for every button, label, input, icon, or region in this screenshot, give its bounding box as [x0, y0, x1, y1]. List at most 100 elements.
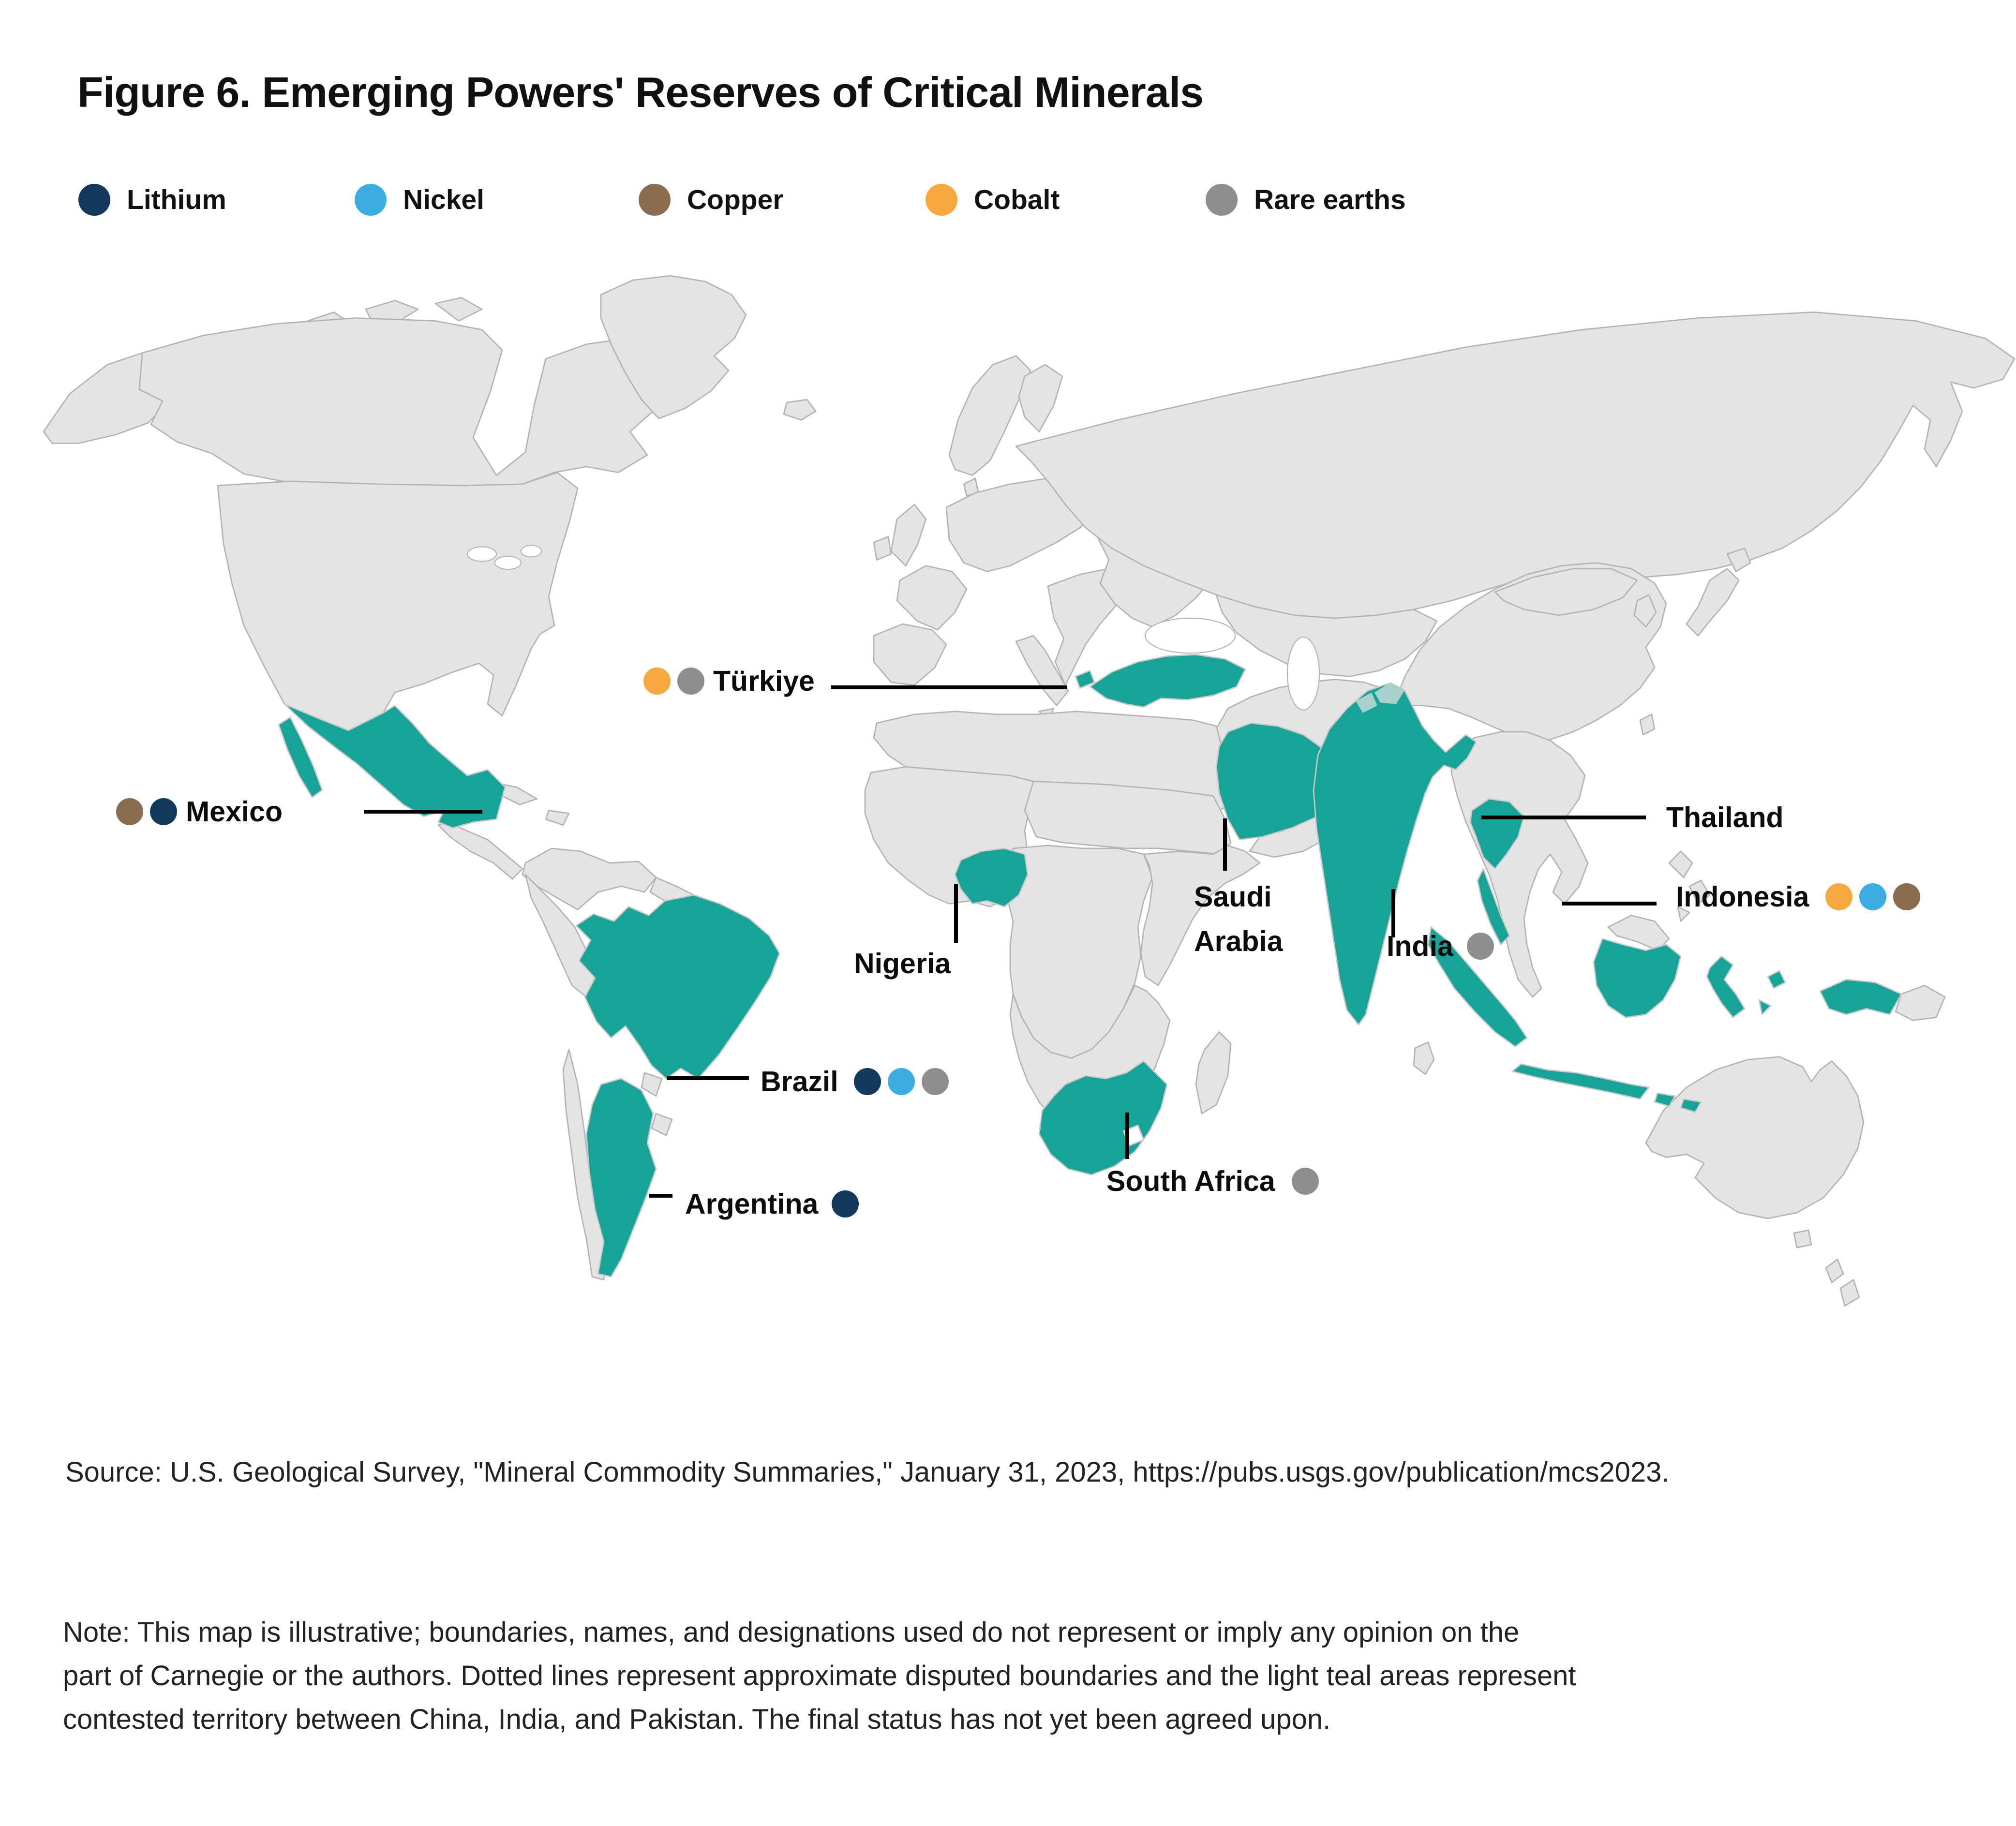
- map-country-turkiye: [1089, 653, 1246, 708]
- indonesia-mineral-dots: [1825, 883, 1921, 910]
- map-country-indonesia-maluku: [1767, 970, 1786, 989]
- note-line: Note: This map is illustrative; boundari…: [63, 1617, 1520, 1648]
- country-name: Mexico: [186, 796, 283, 828]
- map-region-hispaniola: [545, 810, 570, 826]
- map-region-usa: [217, 472, 579, 731]
- map-region-sri-lanka: [1413, 1041, 1435, 1075]
- legend-item-cobalt: Cobalt: [926, 184, 1060, 216]
- brazil-leader-line: [667, 1076, 749, 1080]
- map-region-colombia-venezuela: [522, 847, 657, 910]
- note-line: part of Carnegie or the authors. Dotted …: [63, 1660, 1576, 1692]
- map-region-new-zealand: [1825, 1259, 1844, 1283]
- country-name: India: [1387, 930, 1453, 962]
- map-country-argentina: [585, 1078, 657, 1277]
- country-name: Brazil: [761, 1066, 838, 1098]
- legend-item-rare-earths: Rare earths: [1206, 184, 1406, 216]
- world-map: [0, 268, 2016, 1449]
- map-region-australia: [1645, 1056, 1865, 1219]
- country-label-turkiye: Türkiye: [643, 665, 1067, 698]
- map-region-mongolia: [1494, 568, 1638, 616]
- country-name: Saudi: [1194, 881, 1272, 913]
- india-mineral-dots: [1466, 933, 1494, 960]
- map-region-france: [896, 565, 968, 631]
- lithium-legend-dot: [78, 184, 110, 216]
- map-region-scandinavia: [948, 355, 1031, 476]
- map-region-japan: [1686, 568, 1740, 637]
- south-africa-leader-line: [1125, 1113, 1129, 1159]
- country-name: Arabia: [1194, 925, 1283, 957]
- map-region-sahel: [1024, 780, 1232, 855]
- legend-item-copper: Copper: [639, 184, 784, 216]
- map-region-iberia: [873, 623, 947, 686]
- map-region-indochina: [1450, 731, 1589, 998]
- map-country-indonesia-java: [1511, 1063, 1650, 1100]
- map-region-taiwan: [1639, 713, 1656, 736]
- map-country-nigeria: [954, 847, 1029, 907]
- nickel-legend-dot: [355, 184, 387, 216]
- rare-earths-dot: [1291, 1168, 1319, 1195]
- map-region-korea: [1633, 594, 1657, 628]
- map-region-philippines: [1688, 879, 1711, 905]
- note-line: contested territory between China, India…: [63, 1704, 1331, 1735]
- black-sea: [1144, 617, 1236, 654]
- country-name: Indonesia: [1676, 881, 1809, 913]
- map-region-central-america: [437, 821, 523, 880]
- map-region-chile: [562, 1049, 608, 1280]
- map-country-mexico-baja: [278, 716, 323, 798]
- highlighted-countries: [278, 653, 1902, 1277]
- argentina-mineral-dots: [832, 1190, 859, 1217]
- map-country-indonesia-west-papua: [1819, 979, 1902, 1015]
- source-text: Source: U.S. Geological Survey, "Mineral…: [65, 1456, 1670, 1488]
- landmasses: [43, 275, 2016, 1307]
- map-country-mexico: [284, 703, 506, 829]
- map-region-canada: [138, 317, 677, 487]
- legend-item-lithium: Lithium: [78, 184, 226, 216]
- map-country-indonesia-maluku: [1758, 999, 1772, 1015]
- argentina-leader-line: [649, 1194, 672, 1198]
- map-country-indonesia-kalimantan: [1593, 938, 1682, 1018]
- country-name: Argentina: [685, 1188, 819, 1220]
- lithium-dot: [150, 798, 177, 825]
- country-label-india: India: [1387, 930, 1494, 963]
- country-label-saudi-arabia: Saudi Arabia: [1194, 875, 1283, 964]
- rare-earths-dot: [921, 1068, 949, 1095]
- rare-earths-dot: [677, 668, 704, 695]
- legend-label: Rare earths: [1254, 184, 1406, 215]
- map-region-iceland: [783, 399, 817, 421]
- map-region-tasmania: [1793, 1229, 1812, 1248]
- map-region-uk: [890, 504, 927, 566]
- mexico-mineral-dots: [116, 798, 177, 825]
- turkiye-leader-line: [831, 685, 1067, 689]
- map-contested-kashmir: [1374, 682, 1405, 704]
- map-region-uruguay: [651, 1113, 673, 1136]
- great-lakes: [520, 545, 542, 558]
- country-label-argentina: Argentina: [649, 1188, 859, 1220]
- country-name: South Africa: [1106, 1165, 1275, 1197]
- map-region-new-zealand: [1839, 1279, 1860, 1307]
- map-region-central-asia: [1215, 594, 1438, 677]
- india-leader-line: [1391, 889, 1395, 937]
- map-region-russia: [1015, 312, 2016, 619]
- country-name: Nigeria: [854, 948, 951, 980]
- rare-earths-dot: [1466, 933, 1494, 960]
- cobalt-dot: [1825, 883, 1853, 910]
- copper-legend-dot: [639, 184, 671, 216]
- indonesia-leader-line: [1562, 902, 1657, 906]
- map-country-india: [1313, 683, 1477, 1025]
- legend-item-nickel: Nickel: [355, 184, 484, 216]
- map-region-japan: [1726, 548, 1751, 572]
- map-region-greenland: [600, 275, 747, 419]
- legend-label: Copper: [687, 184, 784, 215]
- cobalt-dot: [643, 668, 671, 695]
- country-name: Türkiye: [713, 665, 815, 697]
- great-lakes: [466, 546, 497, 562]
- map-region-philippines: [1677, 906, 1690, 922]
- cobalt-legend-dot: [926, 184, 957, 216]
- map-country-turkiye-thrace: [1075, 670, 1095, 689]
- country-label-mexico: Mexico: [116, 795, 483, 828]
- country-label-south-africa: South Africa: [1106, 1165, 1319, 1198]
- map-country-indonesia-lesser-sunda: [1654, 1092, 1676, 1107]
- map-region-madagascar: [1195, 1031, 1232, 1114]
- country-label-nigeria: Nigeria: [854, 947, 951, 980]
